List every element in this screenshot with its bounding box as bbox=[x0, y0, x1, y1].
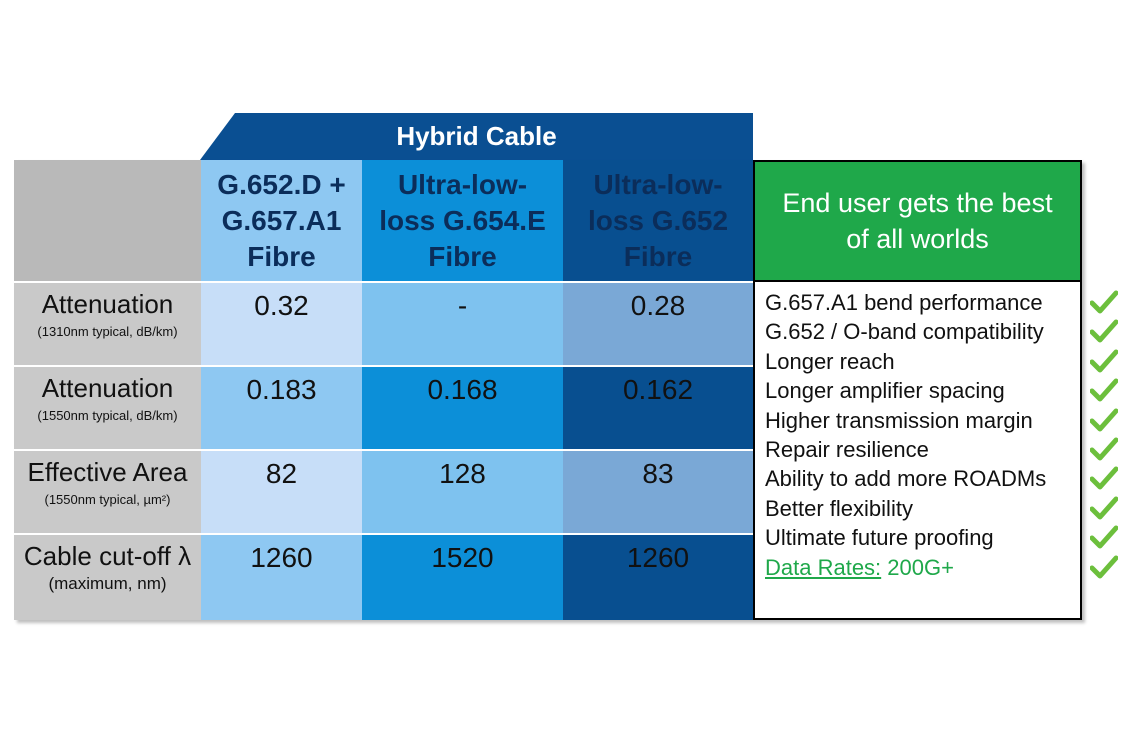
column-header-line: loss G.652 bbox=[587, 205, 729, 236]
row-label-sub: (1550nm typical, µm²) bbox=[44, 492, 171, 507]
row-label-cable-cutoff: Cable cut-off λ (maximum, nm) bbox=[14, 534, 201, 620]
column-header-line: Ultra-low- bbox=[397, 169, 528, 200]
table-cell: 0.32 bbox=[201, 282, 362, 366]
checkmark-icon bbox=[1089, 290, 1119, 314]
data-rates-link[interactable]: Data Rates: bbox=[765, 554, 882, 580]
hybrid-cable-banner: Hybrid Cable bbox=[200, 113, 753, 160]
column-header-line: G.652.D + bbox=[217, 169, 346, 200]
checkmark-icon bbox=[1089, 437, 1119, 461]
summary-title-box: End user gets the best of all worlds bbox=[753, 160, 1082, 282]
table-cell: 1260 bbox=[201, 534, 362, 620]
table-cell: 0.168 bbox=[362, 366, 563, 450]
benefit-item: Ultimate future proofing bbox=[765, 525, 994, 551]
corner-cell bbox=[14, 160, 201, 282]
column-header-line: Fibre bbox=[623, 241, 693, 272]
row-divider bbox=[14, 365, 1082, 367]
table-cell: 0.162 bbox=[563, 366, 753, 450]
summary-title-line: of all worlds bbox=[846, 224, 989, 254]
row-label-text: Cable cut-off λ bbox=[23, 541, 192, 571]
column-header-g652-ull: Ultra-low- loss G.652 Fibre bbox=[563, 160, 753, 282]
benefit-item: Repair resilience bbox=[765, 437, 929, 463]
checkmark-icon bbox=[1089, 319, 1119, 343]
benefit-item: Better flexibility bbox=[765, 495, 913, 521]
summary-title-line: End user gets the best bbox=[782, 188, 1053, 218]
row-label-text: Attenuation bbox=[41, 289, 174, 319]
checkmark-icon bbox=[1089, 349, 1119, 373]
benefit-item: Ability to add more ROADMs bbox=[765, 466, 1047, 492]
table-cell: 83 bbox=[563, 450, 753, 534]
data-rates-value: 200G+ bbox=[887, 554, 954, 580]
checkmark-icon bbox=[1089, 408, 1119, 432]
table-cell: 82 bbox=[201, 450, 362, 534]
row-label-attenuation-1550: Attenuation (1550nm typical, dB/km) bbox=[14, 366, 201, 450]
row-label-sub: (1310nm typical, dB/km) bbox=[37, 324, 178, 339]
row-divider bbox=[14, 533, 1082, 535]
benefit-item: G.652 / O-band compatibility bbox=[765, 319, 1044, 345]
checkmark-icon bbox=[1089, 496, 1119, 520]
column-header-line: G.657.A1 bbox=[221, 205, 342, 236]
benefits-list: G.657.A1 bend performance G.652 / O-band… bbox=[753, 282, 1082, 620]
row-label-effective-area: Effective Area (1550nm typical, µm²) bbox=[14, 450, 201, 534]
table-cell: 1520 bbox=[362, 534, 563, 620]
table-cell: 0.183 bbox=[201, 366, 362, 450]
row-divider bbox=[14, 449, 1082, 451]
checkmark-icon bbox=[1089, 525, 1119, 549]
column-header-line: Fibre bbox=[428, 241, 497, 272]
row-divider bbox=[14, 281, 1082, 283]
table-cell: 0.28 bbox=[563, 282, 753, 366]
column-header-g654e: Ultra-low- loss G.654.E Fibre bbox=[362, 160, 563, 282]
benefit-item: G.657.A1 bend performance bbox=[765, 290, 1043, 315]
benefit-item-data-rates: Data Rates: 200G+ bbox=[765, 553, 1080, 582]
checkmark-icon bbox=[1089, 466, 1119, 490]
benefit-item: Longer amplifier spacing bbox=[765, 378, 1005, 404]
column-header-g652d-g657a1: G.652.D + G.657.A1 Fibre bbox=[201, 160, 362, 282]
row-label-sub: (1550nm typical, dB/km) bbox=[37, 408, 178, 423]
checkmark-icon bbox=[1089, 378, 1119, 402]
checkmark-icon bbox=[1089, 555, 1119, 579]
table-cell: - bbox=[362, 282, 563, 366]
column-header-line: Fibre bbox=[247, 241, 316, 272]
table-cell: 128 bbox=[362, 450, 563, 534]
benefit-item: Higher transmission margin bbox=[765, 407, 1033, 433]
row-label-sub: (maximum, nm) bbox=[48, 574, 167, 593]
row-label-text: Attenuation bbox=[41, 373, 174, 403]
table-cell: 1260 bbox=[563, 534, 753, 620]
column-header-line: loss G.654.E bbox=[379, 205, 546, 236]
benefit-item: Longer reach bbox=[765, 348, 895, 374]
column-header-line: Ultra-low- bbox=[593, 169, 723, 200]
row-label-text: Effective Area bbox=[27, 457, 188, 487]
row-label-attenuation-1310: Attenuation (1310nm typical, dB/km) bbox=[14, 282, 201, 366]
